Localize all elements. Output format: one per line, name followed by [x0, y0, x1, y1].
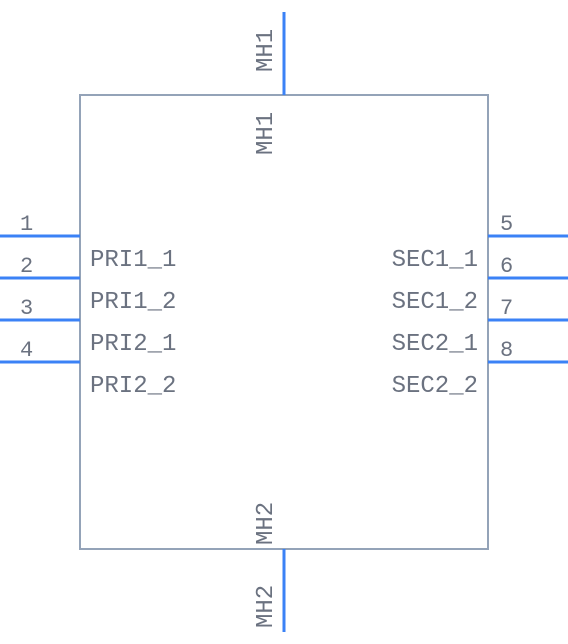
pin-number-5: 5 — [500, 212, 513, 237]
pin-label-inner-MH1: MH1 — [253, 112, 280, 155]
pin-number-2: 2 — [20, 254, 33, 279]
pin-label-outer-MH2: MH2 — [253, 585, 280, 628]
pin-number-4: 4 — [20, 338, 33, 363]
pin-number-8: 8 — [500, 338, 513, 363]
pin-label-SEC2_1: SEC2_1 — [392, 331, 478, 358]
pin-number-3: 3 — [20, 296, 33, 321]
pin-label-PRI1_2: PRI1_2 — [90, 289, 176, 316]
pin-label-SEC2_2: SEC2_2 — [392, 373, 478, 400]
pin-label-PRI2_2: PRI2_2 — [90, 373, 176, 400]
pin-label-outer-MH1: MH1 — [253, 29, 280, 72]
pin-label-PRI1_1: PRI1_1 — [90, 247, 176, 274]
component-body — [80, 95, 488, 549]
pin-number-6: 6 — [500, 254, 513, 279]
pin-label-PRI2_1: PRI2_1 — [90, 331, 176, 358]
pin-number-1: 1 — [20, 212, 33, 237]
pin-number-7: 7 — [500, 296, 513, 321]
pin-label-SEC1_2: SEC1_2 — [392, 289, 478, 316]
schematic-symbol: 1 PRI1_1 2 PRI1_2 3 PRI2_1 4 PRI2_2 5 SEC1_1 6 SEC1… — [0, 0, 568, 644]
pin-label-SEC1_1: SEC1_1 — [392, 247, 478, 274]
pin-label-inner-MH2: MH2 — [253, 502, 280, 545]
